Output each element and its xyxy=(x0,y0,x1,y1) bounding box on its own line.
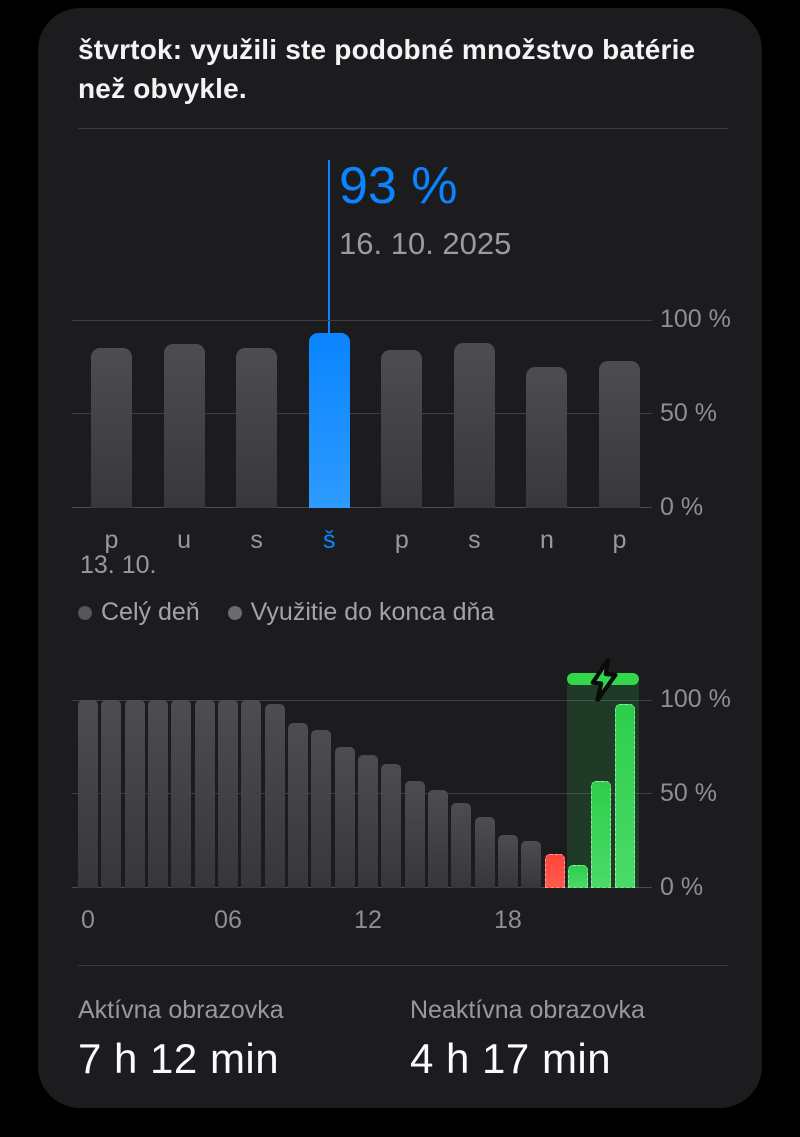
hourly-bar-gray[interactable] xyxy=(124,700,145,888)
hourly-bar-gray[interactable] xyxy=(381,763,402,888)
inactive-screen-stat: Neaktívna obrazovka 4 h 17 min xyxy=(410,996,645,1083)
weekly-bar[interactable] xyxy=(91,348,132,508)
y-axis-tick: 0 % xyxy=(660,872,704,901)
y-axis-tick: 100 % xyxy=(660,684,731,713)
y-axis-tick: 50 % xyxy=(660,778,717,807)
hourly-battery-chart xyxy=(72,657,652,888)
weekly-bar[interactable] xyxy=(598,361,640,508)
hourly-bar-gray[interactable] xyxy=(241,700,262,888)
weekly-bar-selected[interactable] xyxy=(308,333,350,508)
usage-summary-text: štvrtok: využili ste podobné množstvo ba… xyxy=(78,34,696,104)
hour-axis-tick: 0 xyxy=(81,906,95,934)
hourly-bar-gray[interactable] xyxy=(357,754,378,888)
divider xyxy=(78,128,728,129)
divider xyxy=(78,965,728,966)
hour-axis-tick: 06 xyxy=(214,906,242,934)
legend-label: Celý deň xyxy=(101,598,200,626)
weekly-bar[interactable] xyxy=(236,348,278,508)
legend-dot-icon xyxy=(227,605,242,620)
weekly-bar[interactable] xyxy=(526,367,568,508)
hourly-bar-green[interactable] xyxy=(591,780,612,888)
hourly-bar-gray[interactable] xyxy=(101,700,122,888)
hourly-bar-gray[interactable] xyxy=(521,841,542,888)
hourly-bar-gray[interactable] xyxy=(217,700,238,888)
hourly-bar-gray[interactable] xyxy=(264,703,285,888)
day-axis-label: s xyxy=(468,526,481,554)
y-axis-tick: 100 % xyxy=(660,304,731,333)
weekly-bar[interactable] xyxy=(453,342,495,508)
hour-axis-tick: 18 xyxy=(494,906,522,934)
gridline-0 xyxy=(72,507,652,508)
day-axis-label: p xyxy=(394,526,409,554)
day-axis-label: š xyxy=(322,526,336,554)
hourly-bar-gray[interactable] xyxy=(147,700,168,888)
hourly-bar-gray[interactable] xyxy=(287,722,308,888)
hourly-bar-gray[interactable] xyxy=(451,803,472,888)
hourly-bar-gray[interactable] xyxy=(194,700,215,888)
gridline-100 xyxy=(72,700,652,701)
hourly-bar-gray[interactable] xyxy=(497,835,518,888)
day-axis-label: n xyxy=(539,526,554,554)
selected-day-percent: 93 % xyxy=(339,157,458,215)
hour-axis-tick: 12 xyxy=(354,906,382,934)
weekly-bar[interactable] xyxy=(381,350,423,508)
battery-usage-card: štvrtok: využili ste podobné množstvo ba… xyxy=(38,8,762,1108)
legend-dot-icon xyxy=(78,605,92,620)
charging-bolt-icon xyxy=(590,657,618,703)
active-screen-label: Aktívna obrazovka xyxy=(78,996,284,1024)
weekly-bar[interactable] xyxy=(163,344,205,508)
hourly-bar-green[interactable] xyxy=(614,703,635,888)
weekly-battery-chart xyxy=(72,320,652,508)
hourly-bar-gray[interactable] xyxy=(78,700,98,888)
legend-item-usage-eod: Využitie do konca dňa xyxy=(227,598,495,627)
hourly-bar-gray[interactable] xyxy=(311,730,332,888)
hourly-bar-red[interactable] xyxy=(544,854,565,888)
inactive-screen-value: 4 h 17 min xyxy=(410,1035,612,1082)
hourly-bar-gray[interactable] xyxy=(171,700,192,888)
selected-day-date: 16. 10. 2025 xyxy=(339,226,512,261)
inactive-screen-label: Neaktívna obrazovka xyxy=(410,996,645,1024)
hourly-bar-gray[interactable] xyxy=(427,790,448,888)
day-axis-label: p xyxy=(612,526,627,554)
day-axis-label: p xyxy=(104,526,119,554)
legend-label: Využitie do konca dňa xyxy=(250,598,495,626)
chart-legend: Celý deň Využitie do konca dňa xyxy=(78,598,494,627)
legend-item-whole-day: Celý deň xyxy=(78,598,200,627)
day-axis-label: u xyxy=(177,526,192,554)
selection-indicator-line xyxy=(328,160,330,334)
y-axis-tick: 0 % xyxy=(660,492,704,521)
hourly-bar-green[interactable] xyxy=(567,865,588,888)
hourly-bar-gray[interactable] xyxy=(404,780,425,888)
gridline-50 xyxy=(72,413,652,414)
active-screen-stat: Aktívna obrazovka 7 h 12 min xyxy=(78,996,284,1083)
hourly-bar-gray[interactable] xyxy=(474,816,495,888)
week-start-date-label: 13. 10. xyxy=(80,551,157,579)
y-axis-tick: 50 % xyxy=(660,398,717,427)
hourly-bar-gray[interactable] xyxy=(334,747,355,888)
day-axis-label: s xyxy=(250,526,263,554)
gridline-100 xyxy=(72,320,652,321)
active-screen-value: 7 h 12 min xyxy=(78,1035,280,1082)
